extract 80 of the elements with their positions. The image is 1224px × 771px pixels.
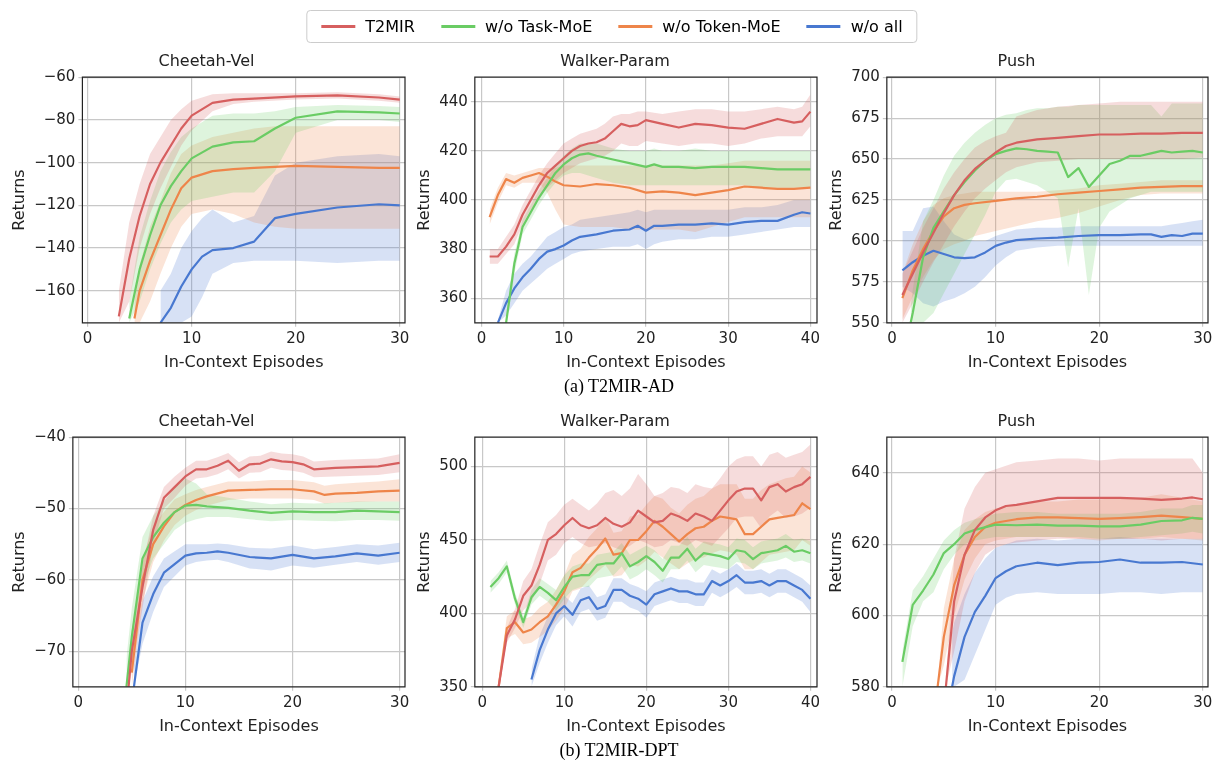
chart-title: Walker-Param bbox=[560, 410, 670, 430]
x-axis-title: In-Context Episodes bbox=[159, 715, 319, 735]
chart-title: Push bbox=[997, 410, 1036, 430]
y-tick-label: 400 bbox=[439, 603, 468, 622]
y-tick-label: 400 bbox=[439, 189, 468, 208]
y-tick-label: 550 bbox=[851, 312, 880, 331]
x-tick-label: 20 bbox=[636, 328, 656, 347]
y-tick-label: 350 bbox=[439, 676, 468, 695]
y-tick-label: 380 bbox=[439, 239, 468, 258]
y-tick-label: −140 bbox=[34, 237, 76, 256]
y-tick-label: 650 bbox=[851, 148, 880, 167]
y-tick-label: 640 bbox=[851, 462, 880, 481]
text: (a) T2MIR-AD bbox=[562, 376, 676, 397]
y-tick-label: −60 bbox=[43, 67, 76, 86]
y-tick-label: 600 bbox=[851, 230, 880, 249]
x-tick-label: 10 bbox=[986, 328, 1006, 347]
y-tick-label: −40 bbox=[34, 427, 66, 446]
y-tick-label: 600 bbox=[851, 605, 880, 624]
x-tick-label: 20 bbox=[1089, 692, 1109, 711]
x-axis-title: In-Context Episodes bbox=[967, 351, 1128, 371]
legend-label: w/o Task-MoE bbox=[484, 17, 593, 36]
y-tick-label: 500 bbox=[439, 456, 468, 475]
x-tick-label: 20 bbox=[636, 692, 656, 711]
y-tick-label: 625 bbox=[851, 189, 880, 208]
x-axis-title: In-Context Episodes bbox=[967, 715, 1128, 735]
y-tick-label: −160 bbox=[34, 280, 76, 299]
x-tick-label: 30 bbox=[1193, 328, 1213, 347]
legend-label: w/o Token-MoE bbox=[662, 17, 781, 36]
chart-title: Cheetah-Vel bbox=[158, 410, 255, 430]
x-tick-label: 0 bbox=[476, 328, 487, 347]
y-tick-label: −120 bbox=[34, 195, 76, 214]
y-tick-label: −70 bbox=[34, 641, 66, 660]
y-tick-label: 700 bbox=[851, 67, 880, 86]
x-tick-label: 30 bbox=[390, 328, 410, 347]
x-axis-title: In-Context Episodes bbox=[566, 715, 726, 735]
y-tick-label: −50 bbox=[34, 498, 66, 517]
chart-title: Cheetah-Vel bbox=[158, 50, 255, 70]
x-tick-label: 0 bbox=[73, 692, 83, 711]
x-tick-label: 0 bbox=[82, 328, 93, 347]
chart-title: Walker-Param bbox=[560, 50, 670, 70]
x-tick-label: 30 bbox=[1193, 692, 1213, 711]
x-tick-label: 40 bbox=[800, 328, 820, 347]
x-tick-label: 30 bbox=[718, 692, 738, 711]
y-tick-label: 580 bbox=[851, 676, 880, 695]
x-tick-label: 10 bbox=[175, 692, 195, 711]
x-tick-label: 0 bbox=[477, 692, 487, 711]
y-tick-label: 675 bbox=[851, 108, 880, 127]
chart-title: Push bbox=[997, 50, 1036, 70]
y-axis-title: Returns bbox=[413, 531, 433, 593]
y-axis-title: Returns bbox=[8, 531, 28, 593]
legend-label: T2MIR bbox=[365, 17, 415, 36]
x-tick-label: 10 bbox=[182, 328, 202, 347]
y-tick-label: 420 bbox=[439, 140, 468, 159]
x-tick-label: 0 bbox=[887, 692, 897, 711]
x-tick-label: 20 bbox=[282, 692, 303, 711]
x-tick-label: 20 bbox=[286, 328, 306, 347]
x-tick-label: 30 bbox=[390, 692, 410, 711]
y-tick-label: −100 bbox=[34, 152, 76, 171]
y-tick-label: 575 bbox=[851, 271, 880, 290]
y-tick-label: 620 bbox=[851, 534, 880, 553]
y-tick-label: −60 bbox=[34, 569, 66, 588]
y-axis-title: Returns bbox=[8, 169, 28, 231]
y-axis-title: Returns bbox=[413, 169, 433, 231]
x-tick-label: 40 bbox=[800, 692, 820, 711]
x-axis-title: In-Context Episodes bbox=[566, 351, 726, 371]
x-tick-label: 20 bbox=[1089, 328, 1109, 347]
y-tick-label: −80 bbox=[43, 109, 76, 128]
y-axis-title: Returns bbox=[825, 531, 845, 593]
y-tick-label: 450 bbox=[439, 529, 468, 548]
y-tick-label: 440 bbox=[439, 91, 468, 110]
x-tick-label: 10 bbox=[554, 692, 574, 711]
y-axis-title: Returns bbox=[825, 169, 845, 231]
x-tick-label: 10 bbox=[986, 692, 1006, 711]
y-tick-label: 360 bbox=[439, 288, 468, 307]
text: (b) T2MIR-DPT bbox=[558, 740, 680, 761]
x-tick-label: 0 bbox=[887, 328, 897, 347]
x-axis-title: In-Context Episodes bbox=[163, 351, 324, 371]
x-tick-label: 10 bbox=[554, 328, 574, 347]
legend-label: w/o all bbox=[850, 17, 903, 36]
x-tick-label: 30 bbox=[718, 328, 738, 347]
